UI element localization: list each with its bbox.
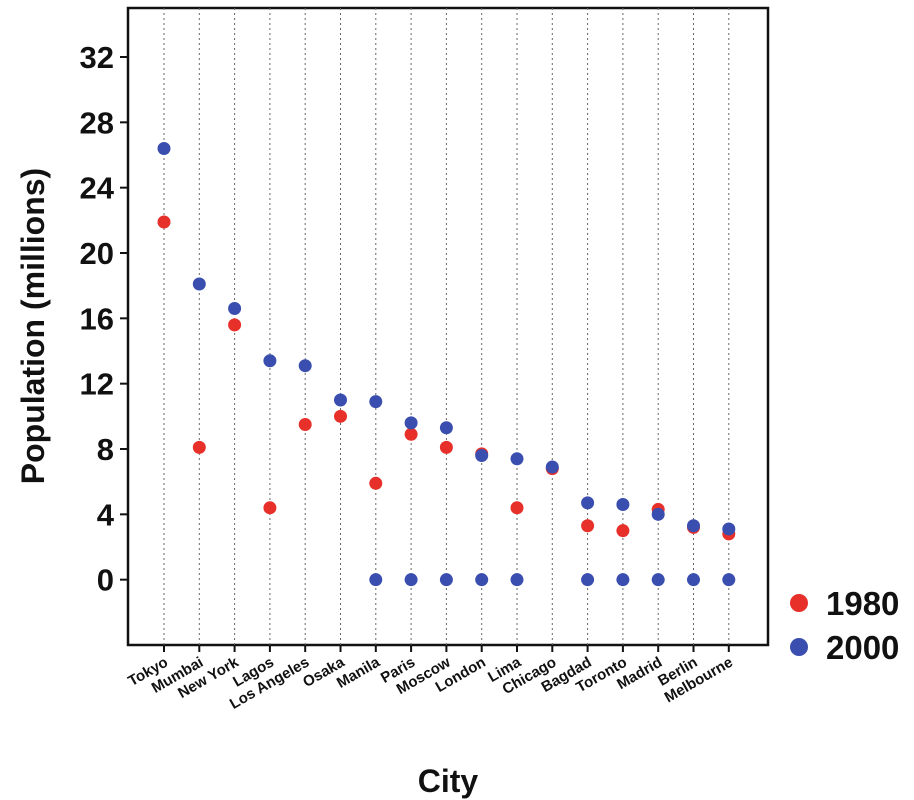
point-series-2 <box>545 460 559 474</box>
x-axis-title: City <box>418 763 479 799</box>
point-series-3 <box>616 573 630 587</box>
legend: 1980 2000 <box>790 585 899 666</box>
point-series-2 <box>581 496 595 510</box>
y-tick-label: 4 <box>97 497 115 532</box>
point-series-3 <box>651 573 665 587</box>
point-series-2 <box>404 416 418 430</box>
point-series-3 <box>510 573 524 587</box>
point-series-1 <box>510 501 524 515</box>
legend-marker-2000 <box>790 638 808 656</box>
point-series-2 <box>616 498 630 512</box>
point-series-3 <box>581 573 595 587</box>
data-points <box>157 141 736 587</box>
grid-lines <box>163 8 730 645</box>
point-series-1 <box>157 215 171 229</box>
point-series-3 <box>404 573 418 587</box>
y-axis: 0 4 8 12 16 20 24 28 32 <box>80 40 128 598</box>
point-series-1 <box>439 440 453 454</box>
point-series-2 <box>298 359 312 373</box>
point-series-2 <box>334 393 347 407</box>
point-series-1 <box>228 318 242 332</box>
point-series-2 <box>651 507 665 521</box>
point-series-3 <box>439 573 453 587</box>
point-series-2 <box>369 395 383 409</box>
legend-label-2000: 2000 <box>826 629 899 666</box>
point-series-2 <box>439 421 453 435</box>
y-tick-label: 32 <box>80 40 114 75</box>
point-series-1 <box>263 501 277 515</box>
point-series-1 <box>298 418 312 431</box>
point-series-2 <box>157 141 171 155</box>
point-series-3 <box>475 573 489 587</box>
y-tick-label: 12 <box>80 367 114 402</box>
y-tick-label: 28 <box>80 105 114 140</box>
point-series-3 <box>687 573 700 587</box>
y-tick-label: 0 <box>97 563 114 598</box>
legend-label-1980: 1980 <box>826 585 899 622</box>
point-series-1 <box>616 524 630 538</box>
y-tick-label: 20 <box>80 236 114 271</box>
point-series-3 <box>722 573 736 587</box>
y-tick-label: 16 <box>80 301 114 336</box>
point-series-1 <box>334 409 347 423</box>
point-series-2 <box>475 449 489 463</box>
point-series-2 <box>510 452 524 466</box>
point-series-2 <box>722 522 736 536</box>
point-series-2 <box>228 302 242 316</box>
point-series-1 <box>192 440 206 454</box>
point-series-2 <box>192 277 206 291</box>
y-tick-label: 24 <box>80 171 115 206</box>
plot-frame <box>126 6 770 647</box>
point-series-1 <box>581 519 595 533</box>
point-series-3 <box>369 573 383 587</box>
point-series-1 <box>404 427 418 441</box>
point-series-2 <box>263 354 277 368</box>
point-series-2 <box>687 519 700 533</box>
y-axis-title: Population (millions) <box>15 168 51 484</box>
legend-marker-1980 <box>790 594 808 612</box>
point-series-1 <box>369 476 383 490</box>
y-tick-label: 8 <box>97 432 114 467</box>
